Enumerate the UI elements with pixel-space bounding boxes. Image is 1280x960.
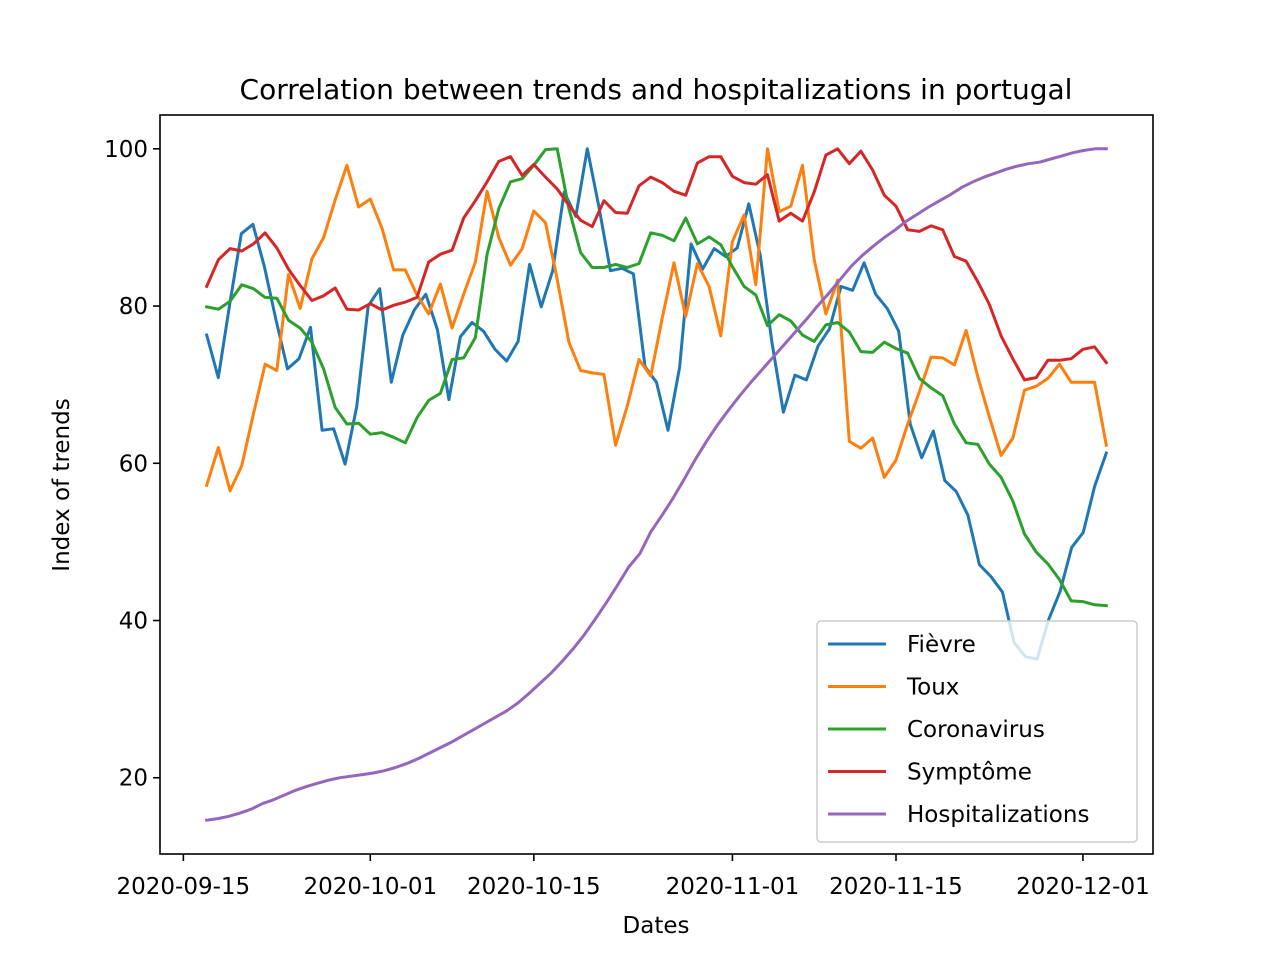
x-axis-label: Dates: [623, 913, 690, 939]
x-tick-label: 2020-11-15: [829, 874, 963, 900]
series-line-coronavirus: [204, 147, 1108, 608]
legend-label: Toux: [906, 675, 959, 701]
x-tick-label: 2020-12-01: [1016, 874, 1150, 900]
x-axis: 2020-09-15 2020-10-01 2020-10-15 2020-11-01…: [117, 854, 1150, 900]
series-line-toux: [204, 147, 1109, 493]
legend-label: Coronavirus: [907, 717, 1045, 743]
chart-title: Correlation between trends and hospitali…: [240, 73, 1073, 106]
plot-area: [204, 147, 1109, 822]
x-tick-label: 2020-09-15: [117, 874, 251, 900]
y-tick-label: 80: [119, 294, 148, 320]
y-axis-label: Index of trends: [49, 398, 75, 571]
y-axis: 20 40 60 80 100: [104, 137, 160, 792]
y-tick-label: 60: [119, 451, 148, 477]
series-line-hospitalizations: [205, 147, 1108, 822]
legend-label: Symptôme: [907, 760, 1032, 786]
series-line-fievre: [204, 147, 1109, 661]
legend-label: Hospitalizations: [907, 802, 1089, 828]
axes-frame: [159, 114, 1154, 855]
x-tick-label: 2020-10-15: [467, 874, 601, 900]
legend-box: [816, 620, 1138, 843]
y-tick-label: 40: [119, 609, 148, 635]
y-tick-label: 100: [104, 137, 148, 163]
legend-label: Fièvre: [907, 632, 976, 658]
series-line-symptome: [204, 147, 1109, 382]
x-tick-label: 2020-11-01: [666, 874, 800, 900]
y-tick-label: 20: [119, 766, 148, 792]
legend: Fièvre Toux Coronavirus Symptôme Hospitaliza…: [816, 620, 1138, 843]
x-tick-label: 2020-10-01: [303, 874, 437, 900]
